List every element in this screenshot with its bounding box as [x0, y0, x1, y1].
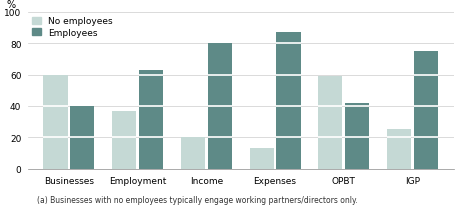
Bar [139, 70, 163, 169]
Bar [250, 149, 274, 169]
Bar [277, 33, 300, 169]
Legend: No employees, Employees: No employees, Employees [32, 17, 113, 38]
Bar [318, 77, 343, 169]
Bar [181, 138, 205, 169]
Bar [112, 111, 136, 169]
Bar [208, 44, 232, 169]
Bar [70, 107, 94, 169]
Y-axis label: %: % [6, 0, 15, 10]
Text: (a) Businesses with no employees typically engage working partners/directors onl: (a) Businesses with no employees typical… [37, 195, 357, 204]
Bar [44, 75, 67, 169]
Bar [414, 52, 438, 169]
Bar [387, 130, 411, 169]
Bar [345, 103, 369, 169]
